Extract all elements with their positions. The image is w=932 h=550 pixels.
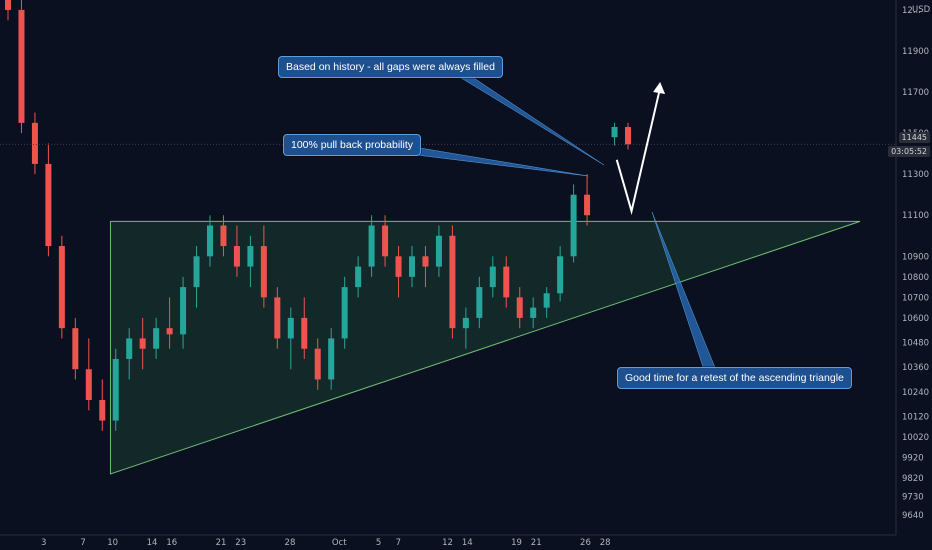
candle-body: [625, 126, 631, 145]
y-tick-label: 10700: [902, 293, 929, 303]
candle-body: [516, 297, 523, 318]
y-tick-label: 10020: [902, 433, 929, 443]
candle-body: [166, 328, 173, 335]
x-tick-label: 23: [235, 538, 246, 548]
candle-body: [570, 194, 577, 257]
x-tick-label: 28: [285, 538, 296, 548]
x-tick-label: 7: [396, 538, 401, 548]
candle-body: [180, 287, 187, 335]
x-tick-label: Oct: [332, 538, 347, 548]
candle-body: [220, 225, 227, 247]
candle-body: [409, 256, 415, 277]
candle-body: [112, 358, 119, 421]
y-tick-label: 10120: [902, 412, 929, 422]
x-tick-label: 21: [216, 538, 227, 548]
candle-body: [584, 194, 591, 216]
x-tick-label: 16: [166, 538, 177, 548]
callout-pullback-probability: 100% pull back probability: [283, 134, 421, 156]
y-tick-label: 11900: [902, 47, 929, 57]
x-tick-label: 12: [442, 538, 453, 548]
currency-label: USD: [912, 5, 931, 15]
candle-body: [543, 293, 550, 308]
x-tick-label: 19: [511, 538, 522, 548]
candle-body: [301, 317, 308, 349]
candle-body: [530, 307, 537, 318]
current-price-tag: 11445: [898, 132, 930, 143]
projection-path: [615, 87, 662, 216]
x-tick-label: 7: [80, 538, 85, 548]
candle-body: [503, 266, 510, 298]
candle-body: [99, 400, 106, 421]
y-tick-label: 11100: [902, 211, 929, 221]
candle-body: [139, 338, 146, 349]
candle-body: [72, 328, 79, 370]
candle-body: [368, 225, 375, 267]
y-tick-label: 10480: [902, 339, 929, 349]
candle-body: [355, 266, 362, 288]
candle-body: [153, 328, 160, 349]
candle-body: [193, 256, 200, 288]
candle-body: [341, 287, 348, 339]
ascending-triangle: [109, 220, 861, 475]
candle-body: [435, 235, 442, 267]
candle-body: [557, 256, 564, 294]
candle-body: [462, 317, 469, 329]
candle-body: [395, 256, 402, 277]
candle-body: [476, 287, 483, 318]
candle-body: [422, 256, 429, 267]
y-tick-label: 9730: [902, 493, 924, 503]
candle-body: [274, 297, 281, 339]
candle-body: [611, 126, 618, 138]
candle-body: [45, 163, 52, 247]
countdown-tag: 03:05:52: [888, 146, 930, 157]
y-tick-label: 9920: [902, 454, 924, 464]
x-tick-label: 14: [462, 538, 473, 548]
top-price-tick: 12...: [902, 6, 921, 16]
x-tick-label: 3: [41, 538, 46, 548]
projection-arrowhead: [653, 81, 666, 94]
candle-body: [126, 338, 133, 359]
y-tick-label: 10800: [902, 273, 929, 283]
y-tick-label: 11700: [902, 88, 929, 98]
candle-body: [31, 122, 38, 164]
y-tick-label: 9640: [902, 511, 924, 521]
x-tick-label: 5: [376, 538, 381, 548]
candle-body: [5, 0, 11, 10]
callout-gaps-filled: Based on history - all gaps were always …: [278, 56, 503, 78]
x-tick-label: 26: [580, 538, 591, 548]
candle-body: [260, 246, 267, 298]
candle-body: [233, 246, 240, 267]
x-tick-label: 14: [147, 538, 158, 548]
candle-body: [489, 266, 496, 288]
candle-body: [85, 369, 92, 401]
candle-body: [382, 225, 389, 257]
candle-body: [314, 348, 321, 380]
candle-body: [328, 338, 335, 380]
candle-body: [58, 246, 65, 329]
y-tick-label: 10600: [902, 314, 929, 324]
y-tick-label: 10360: [902, 363, 929, 373]
x-tick-label: 21: [531, 538, 542, 548]
candle-body: [449, 235, 456, 329]
candle-body: [207, 225, 213, 257]
y-tick-label: 10240: [902, 388, 929, 398]
candle-body: [287, 317, 294, 339]
callout-triangle-retest: Good time for a retest of the ascending …: [617, 367, 852, 389]
y-tick-label: 10900: [902, 252, 929, 262]
x-tick-label: 28: [600, 538, 611, 548]
candle-body: [18, 9, 25, 123]
candle-body: [247, 246, 254, 267]
y-tick-label: 9820: [902, 474, 924, 484]
x-tick-label: 10: [107, 538, 118, 548]
y-tick-label: 11300: [902, 170, 929, 180]
